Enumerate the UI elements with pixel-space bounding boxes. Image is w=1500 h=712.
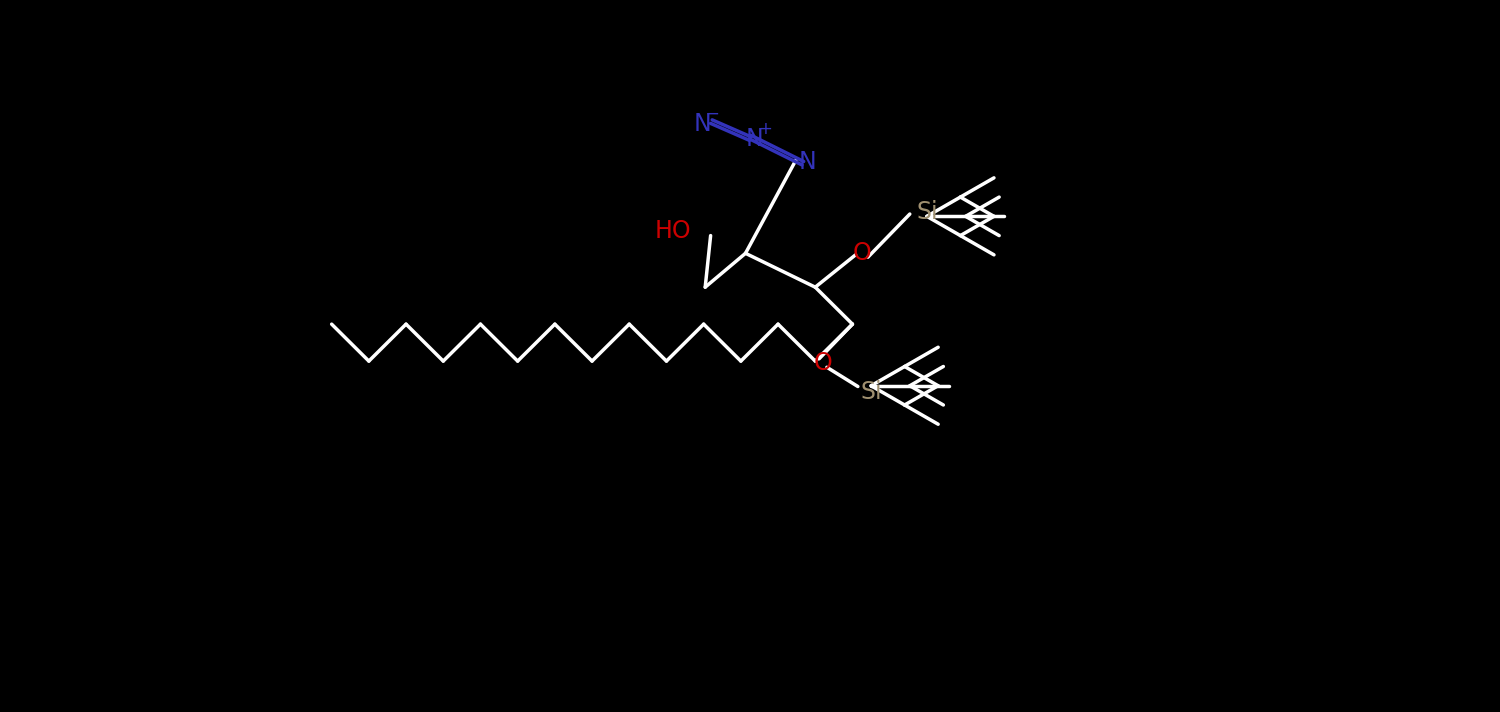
Text: −: − [705, 104, 718, 122]
Text: O: O [813, 352, 832, 375]
Text: +: + [758, 120, 772, 137]
Text: O: O [852, 241, 871, 265]
Text: HO: HO [654, 219, 692, 243]
Text: N: N [746, 127, 764, 152]
Text: N: N [798, 150, 816, 174]
Text: N: N [693, 112, 711, 136]
Text: Si: Si [916, 201, 938, 224]
Text: Si: Si [859, 380, 882, 404]
